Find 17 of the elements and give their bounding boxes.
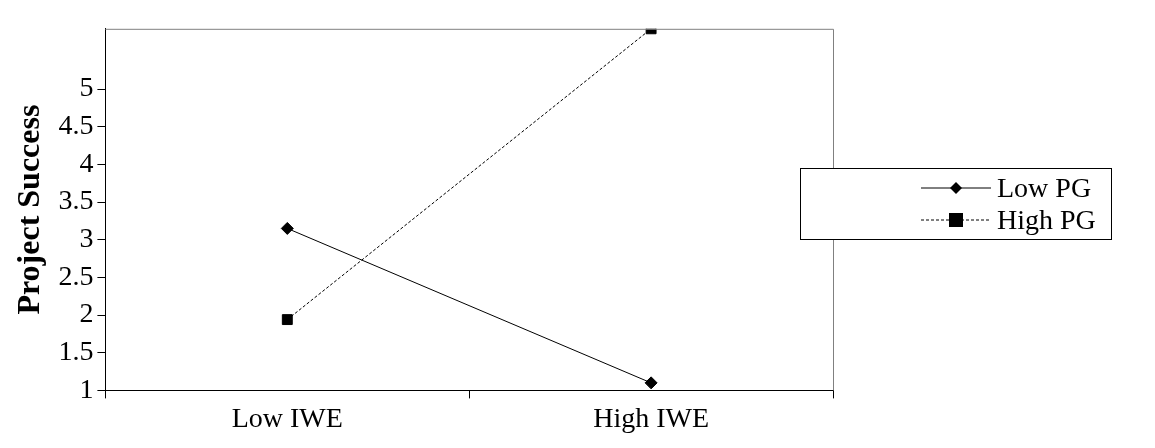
y-tick-label: 3 bbox=[79, 222, 94, 254]
y-tick-label: 1.5 bbox=[58, 335, 94, 367]
y-axis-title: Project Success bbox=[10, 104, 47, 315]
legend-label: Low PG bbox=[997, 172, 1092, 204]
point bbox=[281, 314, 293, 326]
y-tick-label: 2 bbox=[79, 297, 94, 329]
x-tick-label: High IWE bbox=[593, 401, 710, 433]
y-tick-label: 4 bbox=[79, 146, 94, 178]
x-tick-label: Low IWE bbox=[231, 401, 343, 433]
point bbox=[644, 376, 658, 390]
legend-label: High PG bbox=[997, 204, 1096, 236]
y-tick-label: 5 bbox=[79, 71, 94, 103]
y-tick-label: 4.5 bbox=[58, 109, 94, 141]
y-tick-label: 1 bbox=[79, 372, 94, 404]
point bbox=[280, 221, 294, 235]
y-tick-label: 2.5 bbox=[58, 259, 94, 291]
y-tick-label: 3.5 bbox=[58, 184, 94, 216]
